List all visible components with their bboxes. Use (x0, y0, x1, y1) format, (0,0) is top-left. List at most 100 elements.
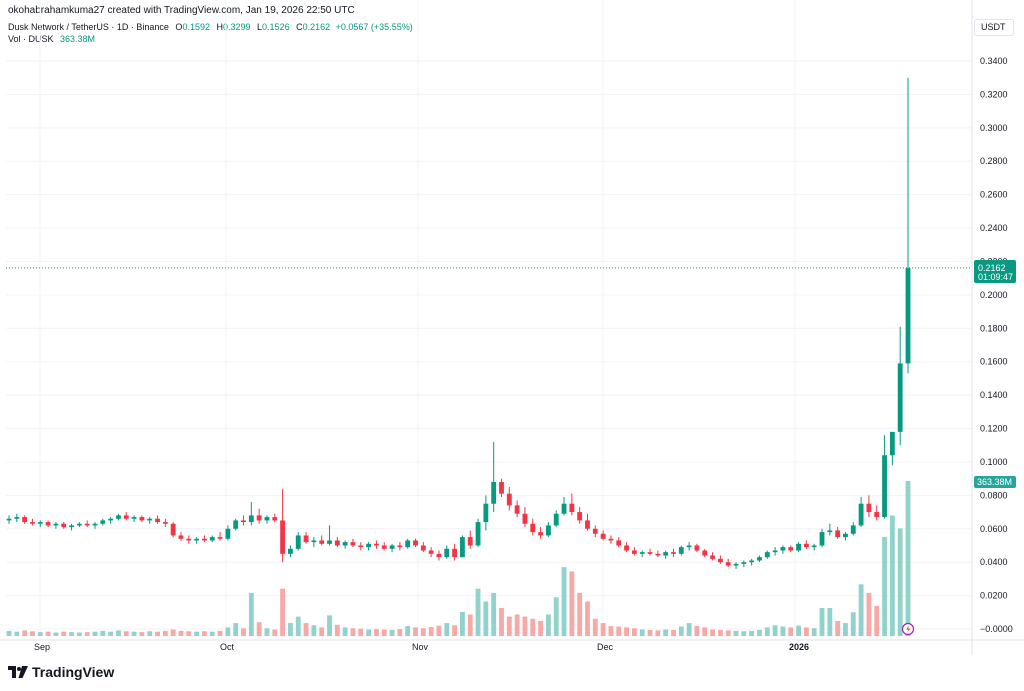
candle-body (295, 535, 301, 549)
volume-badge-text: 363.38M (977, 477, 1012, 487)
y-tick-label: −0.0000 (980, 624, 1013, 634)
candle-body (710, 555, 715, 559)
volume-bar (569, 571, 575, 636)
candle-body (686, 545, 692, 548)
candle-body (311, 540, 317, 543)
candle-body (741, 562, 747, 564)
high-key: H (216, 22, 223, 32)
volume-bar (616, 626, 622, 636)
volume-bar (874, 605, 880, 636)
candle-body (757, 557, 762, 561)
candle-body (631, 550, 637, 554)
candle-body (514, 505, 520, 514)
volume-bar (217, 630, 223, 636)
volume-bar (530, 618, 536, 636)
volume-bar (288, 623, 293, 636)
candle-body (780, 547, 786, 551)
volume-bar (803, 627, 809, 636)
volume-bar (366, 629, 372, 636)
volume-bar (514, 614, 520, 636)
volume-bar (147, 631, 153, 636)
volume-bar (663, 629, 669, 636)
volume-bar (30, 631, 35, 636)
candle-body (108, 518, 114, 521)
tradingview-logo[interactable]: TradingView (8, 664, 114, 680)
candle-body (694, 545, 700, 551)
candle-body (897, 363, 903, 432)
candle-body (553, 513, 559, 526)
volume-bar (334, 624, 340, 636)
low-value: 0.1526 (262, 22, 290, 32)
candle-body (405, 540, 411, 548)
candle-body (850, 525, 856, 534)
candle-body (217, 537, 223, 539)
open-value: 0.1592 (182, 22, 210, 32)
price-axis[interactable]: 0.34000.32000.30000.28000.26000.24000.22… (980, 56, 1013, 634)
candle-body (858, 503, 864, 526)
close-key: C (296, 22, 303, 32)
candle-body (819, 532, 825, 546)
volume-bar (14, 631, 20, 636)
candle-body (522, 513, 528, 524)
volume-bar (100, 630, 106, 636)
candle-body (100, 520, 106, 524)
candle-body (84, 523, 90, 526)
volume-bar (53, 632, 59, 636)
volume-bar (342, 627, 348, 636)
volume-bar (506, 616, 512, 636)
symbol-name[interactable]: Dusk Network / TetherUS · 1D · Binance (8, 22, 169, 32)
candle-body (506, 493, 512, 506)
candle-body (37, 522, 43, 524)
volume-bar (788, 627, 794, 636)
y-tick-label: 0.2600 (980, 190, 1008, 200)
candle-body (882, 455, 887, 518)
volume-bar (702, 627, 708, 636)
created-with-text: okohabrahamkuma27 created with TradingVi… (8, 5, 355, 16)
candle-body (358, 545, 364, 548)
volume-bar (819, 608, 825, 636)
volume-bar (358, 628, 364, 636)
volume-bar (311, 625, 317, 636)
volume-bar (373, 629, 379, 636)
volume-bar (116, 630, 121, 636)
volume-bar (600, 623, 606, 636)
candle-body (241, 520, 246, 523)
candle-body (373, 543, 379, 546)
candle-body (600, 533, 606, 539)
grid (6, 0, 972, 640)
volume-bar (553, 597, 559, 636)
candle-body (366, 543, 372, 548)
volume-bar (178, 630, 184, 636)
currency-button[interactable]: USDT (974, 19, 1014, 36)
candle-body (381, 545, 387, 549)
volume-bar (61, 631, 67, 636)
candle-body (608, 538, 614, 541)
candle-body (61, 523, 67, 528)
volume-bar (389, 629, 395, 636)
candle-body (561, 503, 567, 514)
candle-body (69, 525, 74, 528)
candle-body (139, 517, 145, 521)
y-tick-label: 0.3400 (980, 56, 1008, 66)
candle-body (209, 537, 215, 541)
volume-bar (827, 608, 833, 636)
volume-bar (131, 631, 137, 636)
candle-body (155, 518, 160, 523)
candle-body (483, 503, 489, 523)
candle-body (350, 542, 356, 546)
volume-bar (37, 632, 43, 636)
time-axis[interactable]: Sep Oct Nov Dec 2026 (0, 639, 1024, 652)
y-tick-label: 0.3200 (980, 89, 1008, 99)
lightning-icon[interactable] (901, 622, 915, 636)
volume-label[interactable]: Vol · DUSK (8, 34, 54, 44)
volume-bar (491, 592, 497, 636)
candle-body (327, 540, 332, 544)
volume-bar (436, 625, 442, 636)
volume-bar (561, 567, 567, 636)
candle-body (538, 532, 544, 536)
volume-bar (764, 627, 770, 636)
price-badge-price: 0.2162 (978, 263, 1006, 273)
volume-bar (319, 627, 325, 636)
candle-body (467, 537, 473, 546)
